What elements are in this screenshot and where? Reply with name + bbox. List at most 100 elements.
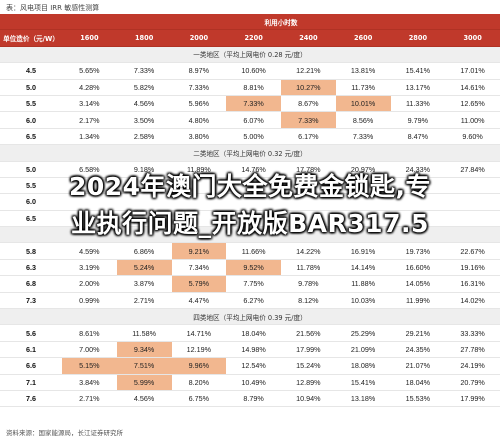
- irr-sensitivity-table: 利用小时数 单位造价（元/W） 1600 1800 2000 2200 2400 2600 28…: [0, 14, 500, 408]
- irr-value-cell: 24.19%: [445, 357, 500, 375]
- cost-header: 单位造价（元/W）: [0, 29, 62, 47]
- unit-cost-cell: 6.0: [0, 111, 62, 129]
- irr-value-cell: 5.79%: [171, 275, 227, 293]
- irr-value-cell: [171, 193, 227, 211]
- irr-value-cell: 9.52%: [226, 259, 281, 277]
- irr-value-cell: 16.91%: [335, 242, 391, 260]
- irr-value-cell: 14.02%: [445, 292, 500, 310]
- irr-value-cell: 10.03%: [335, 292, 391, 310]
- region-header-row: 四类地区（平均上网电价 0.39 元/度）: [0, 308, 500, 326]
- hours-column-header: 2800: [390, 29, 446, 47]
- irr-value-cell: 18.08%: [335, 357, 391, 375]
- irr-value-cell: 24.33%: [390, 161, 446, 178]
- irr-value-cell: 10.49%: [226, 374, 281, 391]
- unit-cost-cell: 5.8: [0, 242, 62, 260]
- irr-value-cell: 11.89%: [171, 161, 227, 178]
- irr-value-cell: 25.29%: [335, 324, 391, 342]
- irr-value-cell: 4.56%: [116, 95, 172, 113]
- irr-value-cell: 9.78%: [281, 275, 336, 293]
- irr-value-cell: [226, 177, 281, 195]
- irr-value-cell: 4.47%: [171, 292, 227, 310]
- irr-value-cell: 7.33%: [116, 62, 172, 80]
- irr-value-cell: 13.17%: [390, 79, 446, 96]
- irr-value-cell: 15.41%: [390, 62, 446, 80]
- irr-value-cell: [445, 210, 500, 228]
- irr-value-cell: 8.97%: [171, 62, 227, 80]
- table-row: 5.0 4.28% 5.82% 7.33% 8.81% 10.27% 11.73% 13.17…: [0, 79, 500, 96]
- table-row: 7.3 0.99% 2.71% 4.47% 6.27% 8.12% 10.03% 11.99%…: [0, 292, 500, 310]
- irr-value-cell: 22.67%: [445, 242, 500, 260]
- irr-value-cell: 4.28%: [62, 79, 117, 96]
- irr-value-cell: 17.78%: [281, 161, 336, 178]
- unit-cost-cell: 4.5: [0, 62, 62, 80]
- unit-cost-cell: 5.0: [0, 161, 62, 178]
- table-row: 4.5 5.65% 7.33% 8.97% 10.60% 12.21% 13.81% 15.4…: [0, 62, 500, 80]
- region-label: 一类地区（平均上网电价 0.28 元/度）: [0, 46, 500, 64]
- irr-value-cell: 20.97%: [335, 161, 391, 178]
- irr-value-cell: 13.81%: [335, 62, 391, 80]
- irr-value-cell: 7.33%: [335, 128, 391, 146]
- irr-value-cell: 24.35%: [390, 341, 446, 359]
- irr-value-cell: 9.96%: [171, 357, 227, 375]
- irr-value-cell: 14.22%: [281, 242, 336, 260]
- table-row: 5.5 3.14% 4.56% 5.96% 7.33% 8.67% 10.01% 11.33%…: [0, 95, 500, 113]
- unit-cost-cell: 5.5: [0, 177, 62, 195]
- irr-value-cell: 17.99%: [445, 390, 500, 408]
- table-row: 5.8 4.59% 6.86% 9.21% 11.66% 14.22% 16.91% 19.7…: [0, 242, 500, 260]
- irr-value-cell: 6.07%: [226, 111, 281, 129]
- irr-value-cell: [62, 177, 117, 195]
- hours-column-header: 2400: [281, 29, 336, 47]
- irr-value-cell: 11.99%: [390, 292, 446, 310]
- header-row-values: 单位造价（元/W） 1600 1800 2000 2200 2400 2600 2800 300…: [0, 29, 500, 47]
- table-row: 5.6 8.61% 11.58% 14.71% 18.04% 21.56% 25.29% 29…: [0, 324, 500, 342]
- irr-value-cell: 18.04%: [390, 374, 446, 391]
- irr-value-cell: 3.87%: [116, 275, 172, 293]
- hours-column-header: 1600: [62, 29, 117, 47]
- table-row: 6.5: [0, 210, 500, 228]
- irr-value-cell: 5.00%: [226, 128, 281, 146]
- irr-value-cell: 4.59%: [62, 242, 117, 260]
- irr-value-cell: 6.17%: [281, 128, 336, 146]
- irr-value-cell: [390, 177, 446, 195]
- irr-value-cell: 9.79%: [390, 111, 446, 129]
- unit-cost-cell: 6.6: [0, 357, 62, 375]
- irr-value-cell: [226, 193, 281, 211]
- irr-value-cell: 13.18%: [335, 390, 391, 408]
- hours-header: 利用小时数: [62, 14, 500, 31]
- irr-value-cell: 11.78%: [281, 259, 336, 277]
- unit-cost-cell: 6.0: [0, 193, 62, 211]
- irr-value-cell: 27.84%: [445, 161, 500, 178]
- irr-value-cell: 1.34%: [62, 128, 117, 146]
- irr-value-cell: 7.34%: [171, 259, 227, 277]
- irr-value-cell: 0.99%: [62, 292, 117, 310]
- irr-value-cell: 29.21%: [390, 324, 446, 342]
- table-row: 6.0: [0, 193, 500, 211]
- unit-cost-cell: 5.6: [0, 324, 62, 342]
- unit-cost-cell: 6.8: [0, 275, 62, 293]
- unit-cost-cell: 7.6: [0, 390, 62, 408]
- irr-value-cell: [62, 210, 117, 228]
- irr-value-cell: 11.73%: [335, 79, 391, 96]
- irr-value-cell: 2.71%: [62, 390, 117, 408]
- irr-value-cell: 10.01%: [335, 95, 391, 113]
- unit-cost-cell: 6.3: [0, 259, 62, 277]
- irr-value-cell: 6.58%: [62, 161, 117, 178]
- irr-value-cell: 8.56%: [335, 111, 391, 129]
- irr-value-cell: 7.33%: [281, 111, 336, 129]
- table-row: 6.8 2.00% 3.87% 5.79% 7.75% 9.78% 11.88% 14.05%…: [0, 275, 500, 293]
- irr-value-cell: 2.58%: [116, 128, 172, 146]
- region-label: 四类地区（平均上网电价 0.39 元/度）: [0, 308, 500, 326]
- watermark-line-2: 业执行问题_开放版BAR317.5: [71, 209, 429, 238]
- unit-cost-cell: 7.3: [0, 292, 62, 310]
- irr-value-cell: [335, 210, 391, 228]
- irr-value-cell: 3.14%: [62, 95, 117, 113]
- table-row: 5.0 6.58% 9.18% 11.89% 14.76% 17.78% 20.97% 24.…: [0, 161, 500, 178]
- region-header-row: [0, 226, 500, 244]
- irr-value-cell: [116, 193, 172, 211]
- unit-cost-cell: 5.5: [0, 95, 62, 113]
- irr-value-cell: 17.99%: [281, 341, 336, 359]
- irr-value-cell: [171, 177, 227, 195]
- irr-value-cell: 2.00%: [62, 275, 117, 293]
- irr-value-cell: 21.09%: [335, 341, 391, 359]
- watermark-overlay: 2024年澳门大全免费金锁匙,专 业执行问题_开放版BAR317.5: [0, 168, 500, 242]
